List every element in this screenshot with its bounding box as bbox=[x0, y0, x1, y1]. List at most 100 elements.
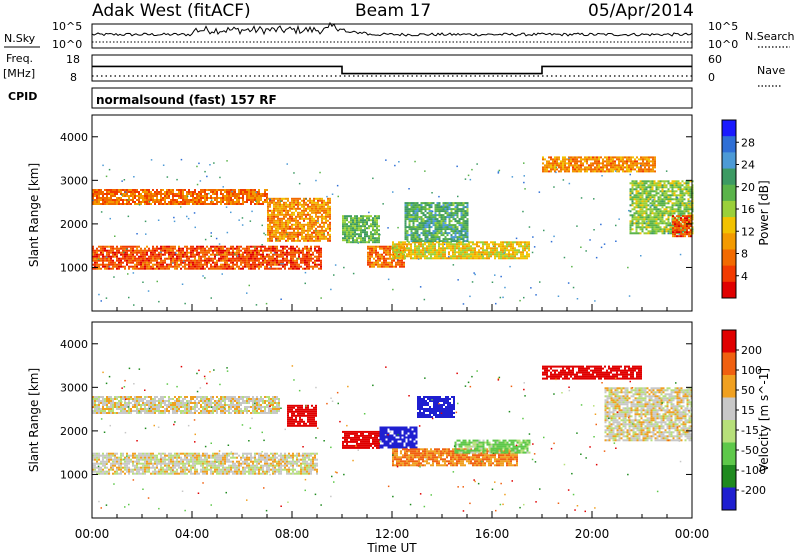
power-cell bbox=[556, 158, 558, 161]
power-cell bbox=[160, 201, 162, 203]
power-cell bbox=[366, 241, 368, 244]
power-cell bbox=[657, 196, 660, 199]
power-cell bbox=[504, 247, 506, 250]
power-cell bbox=[520, 241, 522, 244]
power-cell bbox=[552, 162, 554, 165]
power-cell bbox=[399, 259, 401, 262]
power-cell bbox=[281, 213, 283, 216]
power-cell bbox=[321, 207, 323, 210]
power-cell bbox=[510, 249, 512, 252]
power-cell bbox=[172, 265, 174, 268]
power-cell bbox=[526, 251, 528, 254]
power-cell bbox=[228, 263, 230, 266]
power-cell bbox=[484, 249, 486, 252]
power-cell bbox=[250, 191, 252, 193]
power-cell bbox=[414, 243, 416, 246]
power-cell bbox=[126, 201, 128, 203]
power-cell bbox=[286, 263, 288, 266]
power-speckle bbox=[408, 188, 410, 190]
power-cell bbox=[448, 253, 450, 256]
power-cell bbox=[260, 197, 262, 199]
power-cell bbox=[308, 249, 310, 252]
power-cell bbox=[375, 259, 377, 262]
power-cell bbox=[650, 156, 652, 159]
power-cell bbox=[685, 180, 688, 183]
power-cell bbox=[432, 253, 434, 256]
power-cell bbox=[325, 215, 327, 218]
power-cell bbox=[268, 253, 270, 256]
power-cell bbox=[448, 241, 450, 244]
power-cell bbox=[279, 211, 281, 214]
power-cell bbox=[661, 216, 664, 219]
power-cell bbox=[170, 259, 172, 262]
power-cell bbox=[279, 239, 281, 242]
power-cell bbox=[283, 215, 285, 218]
power-cell bbox=[426, 222, 429, 225]
power-cell bbox=[256, 253, 258, 256]
power-cell bbox=[206, 251, 208, 254]
power-cell bbox=[323, 215, 325, 218]
power-cell bbox=[618, 162, 620, 165]
power-cell bbox=[673, 194, 676, 197]
power-cell bbox=[198, 253, 200, 256]
power-cell bbox=[410, 243, 412, 246]
power-cell bbox=[242, 261, 244, 264]
power-cell bbox=[224, 197, 226, 199]
power-cell bbox=[679, 226, 682, 229]
power-cell bbox=[610, 170, 612, 173]
power-cell bbox=[422, 208, 425, 211]
power-cell bbox=[162, 259, 164, 262]
power-cell bbox=[651, 190, 654, 193]
power-cell bbox=[550, 166, 552, 169]
power-cell bbox=[292, 267, 294, 270]
power-cell bbox=[394, 253, 396, 256]
power-cell bbox=[667, 230, 670, 233]
power-cell bbox=[414, 249, 416, 252]
power-cell bbox=[394, 257, 396, 260]
power-cell bbox=[426, 204, 429, 207]
power-cell bbox=[640, 168, 642, 171]
power-cell bbox=[354, 241, 356, 244]
power-cell bbox=[442, 249, 444, 252]
power-cell bbox=[652, 158, 654, 161]
power-cell bbox=[256, 195, 258, 197]
power-cell bbox=[458, 204, 461, 207]
power-cell bbox=[190, 265, 192, 268]
power-cell bbox=[432, 236, 435, 239]
power-cell bbox=[230, 199, 232, 201]
power-cell bbox=[486, 253, 488, 256]
power-speckle bbox=[97, 258, 100, 261]
power-cell bbox=[424, 204, 427, 207]
power-cell bbox=[178, 249, 180, 252]
power-cell bbox=[452, 238, 455, 241]
power-cell bbox=[96, 203, 98, 205]
power-cell bbox=[100, 259, 102, 262]
power-cell bbox=[634, 162, 636, 165]
power-cell bbox=[124, 253, 126, 256]
power-cell bbox=[260, 263, 262, 266]
power-cell bbox=[399, 263, 401, 266]
power-cell bbox=[266, 199, 268, 201]
power-cell bbox=[671, 210, 674, 213]
power-speckle bbox=[452, 264, 455, 266]
power-speckle bbox=[209, 164, 211, 166]
power-speckle bbox=[417, 258, 420, 260]
power-cell bbox=[508, 257, 510, 260]
power-cell bbox=[222, 247, 224, 250]
power-cell bbox=[498, 257, 500, 260]
power-cell bbox=[422, 226, 425, 229]
power-cell bbox=[458, 218, 461, 221]
power-cell bbox=[100, 197, 102, 199]
power-cell bbox=[371, 249, 373, 252]
power-cell bbox=[373, 247, 375, 250]
power-cell bbox=[267, 237, 269, 240]
power-cell bbox=[372, 221, 374, 224]
power-cell bbox=[679, 182, 682, 185]
power-cell bbox=[416, 230, 419, 233]
power-cell bbox=[268, 263, 270, 266]
power-cell bbox=[262, 193, 264, 195]
power-cell bbox=[118, 201, 120, 203]
power-cell bbox=[682, 229, 684, 232]
power-cell bbox=[275, 235, 277, 238]
power-cell bbox=[629, 220, 632, 223]
